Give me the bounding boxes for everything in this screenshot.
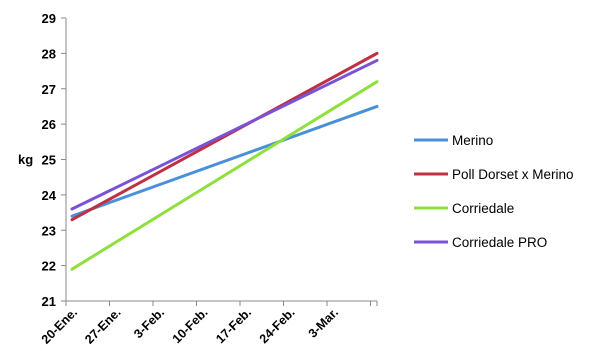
- y-tick-label: 26: [42, 117, 56, 132]
- y-tick-label: 27: [42, 82, 56, 97]
- x-tick-label: 3-Mar.: [306, 305, 341, 340]
- legend-label: Corriedale PRO: [452, 235, 547, 250]
- y-tick-label: 29: [42, 11, 56, 26]
- y-tick-label: 28: [42, 46, 56, 61]
- y-tick-label: 25: [42, 153, 56, 168]
- y-tick-label: 21: [42, 294, 56, 309]
- legend-label: Corriedale: [452, 201, 514, 216]
- legend: Merino Poll Dorset x Merino Corriedale Corr…: [414, 133, 574, 250]
- x-tick-label: 3-Feb.: [131, 305, 167, 341]
- x-tick-label: 20-Ene.: [39, 305, 80, 346]
- y-tick-label: 24: [42, 188, 57, 203]
- series-line: [70, 80, 379, 271]
- series-line: [70, 104, 379, 218]
- y-tick-label: 22: [42, 259, 56, 274]
- legend-label: Merino: [452, 133, 493, 148]
- y-tick-label: 23: [42, 223, 56, 238]
- plot-area: 21 22 23 24 25 26 27 28 29 20-Ene. 27-Ene. 3-Feb. 10…: [39, 11, 379, 347]
- series-line: [70, 51, 379, 222]
- x-tick-label: 10-Feb.: [170, 305, 211, 346]
- x-tick-label: 27-Ene.: [82, 305, 123, 346]
- y-axis-label: kg: [18, 152, 33, 167]
- x-tick-label: 17-Feb.: [213, 305, 254, 346]
- x-tick-label: 24-Feb.: [257, 305, 298, 346]
- legend-label: Poll Dorset x Merino: [452, 167, 574, 182]
- series-line: [70, 58, 379, 211]
